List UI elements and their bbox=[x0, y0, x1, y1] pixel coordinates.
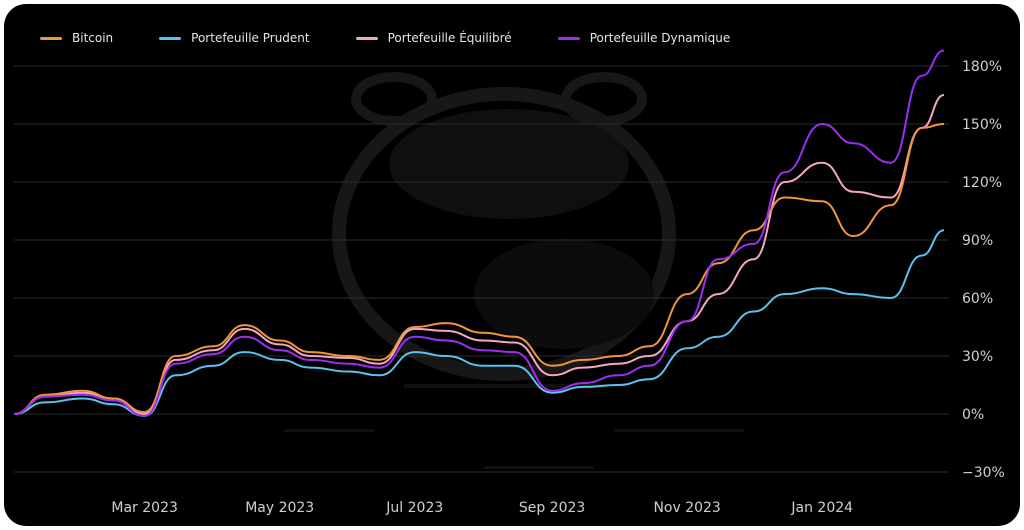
legend-item-bitcoin[interactable]: Bitcoin bbox=[40, 28, 113, 48]
legend-label: Portefeuille Dynamique bbox=[589, 31, 731, 45]
chart-legend: Bitcoin Portefeuille Prudent Portefeuill… bbox=[40, 28, 776, 48]
legend-label: Portefeuille Équilibré bbox=[387, 31, 512, 45]
y-tick-label: 60% bbox=[962, 291, 993, 307]
x-tick-label: Sep 2023 bbox=[519, 500, 585, 516]
y-tick-label: 150% bbox=[962, 117, 1002, 133]
hippo-watermark-icon bbox=[284, 72, 744, 469]
x-tick-label: Jan 2024 bbox=[790, 500, 853, 516]
legend-swatch bbox=[159, 36, 182, 40]
line-chart: 180% 150% 120% 90% 60% 30% 0% −30% Mar 2023 May … bbox=[13, 49, 1005, 516]
series-line-2[interactable] bbox=[13, 94, 945, 415]
legend-item-prudent[interactable]: Portefeuille Prudent bbox=[159, 28, 310, 48]
series-line-1[interactable] bbox=[13, 229, 945, 417]
legend-label: Bitcoin bbox=[72, 31, 114, 45]
legend-item-dynamique[interactable]: Portefeuille Dynamique bbox=[557, 28, 731, 48]
x-tick-label: May 2023 bbox=[245, 500, 314, 516]
y-tick-label: 90% bbox=[962, 233, 993, 249]
y-tick-label: 180% bbox=[962, 59, 1002, 75]
legend-item-equilibre[interactable]: Portefeuille Équilibré bbox=[355, 28, 512, 48]
x-tick-label: Jul 2023 bbox=[385, 500, 443, 516]
series-line-0[interactable] bbox=[13, 123, 945, 415]
y-tick-label: 30% bbox=[962, 349, 993, 365]
series-line-3[interactable] bbox=[13, 49, 945, 417]
y-tick-label: 120% bbox=[962, 175, 1002, 191]
legend-swatch bbox=[40, 36, 62, 40]
y-tick-label: −30% bbox=[962, 465, 1005, 481]
y-tick-label: 0% bbox=[962, 407, 984, 423]
x-tick-label: Mar 2023 bbox=[111, 500, 178, 516]
legend-swatch bbox=[355, 36, 378, 40]
legend-label: Portefeuille Prudent bbox=[191, 31, 310, 45]
legend-swatch bbox=[557, 36, 580, 40]
chart-card: 180% 150% 120% 90% 60% 30% 0% −30% Mar 2023 May … bbox=[4, 4, 1020, 526]
x-tick-label: Nov 2023 bbox=[653, 500, 720, 516]
